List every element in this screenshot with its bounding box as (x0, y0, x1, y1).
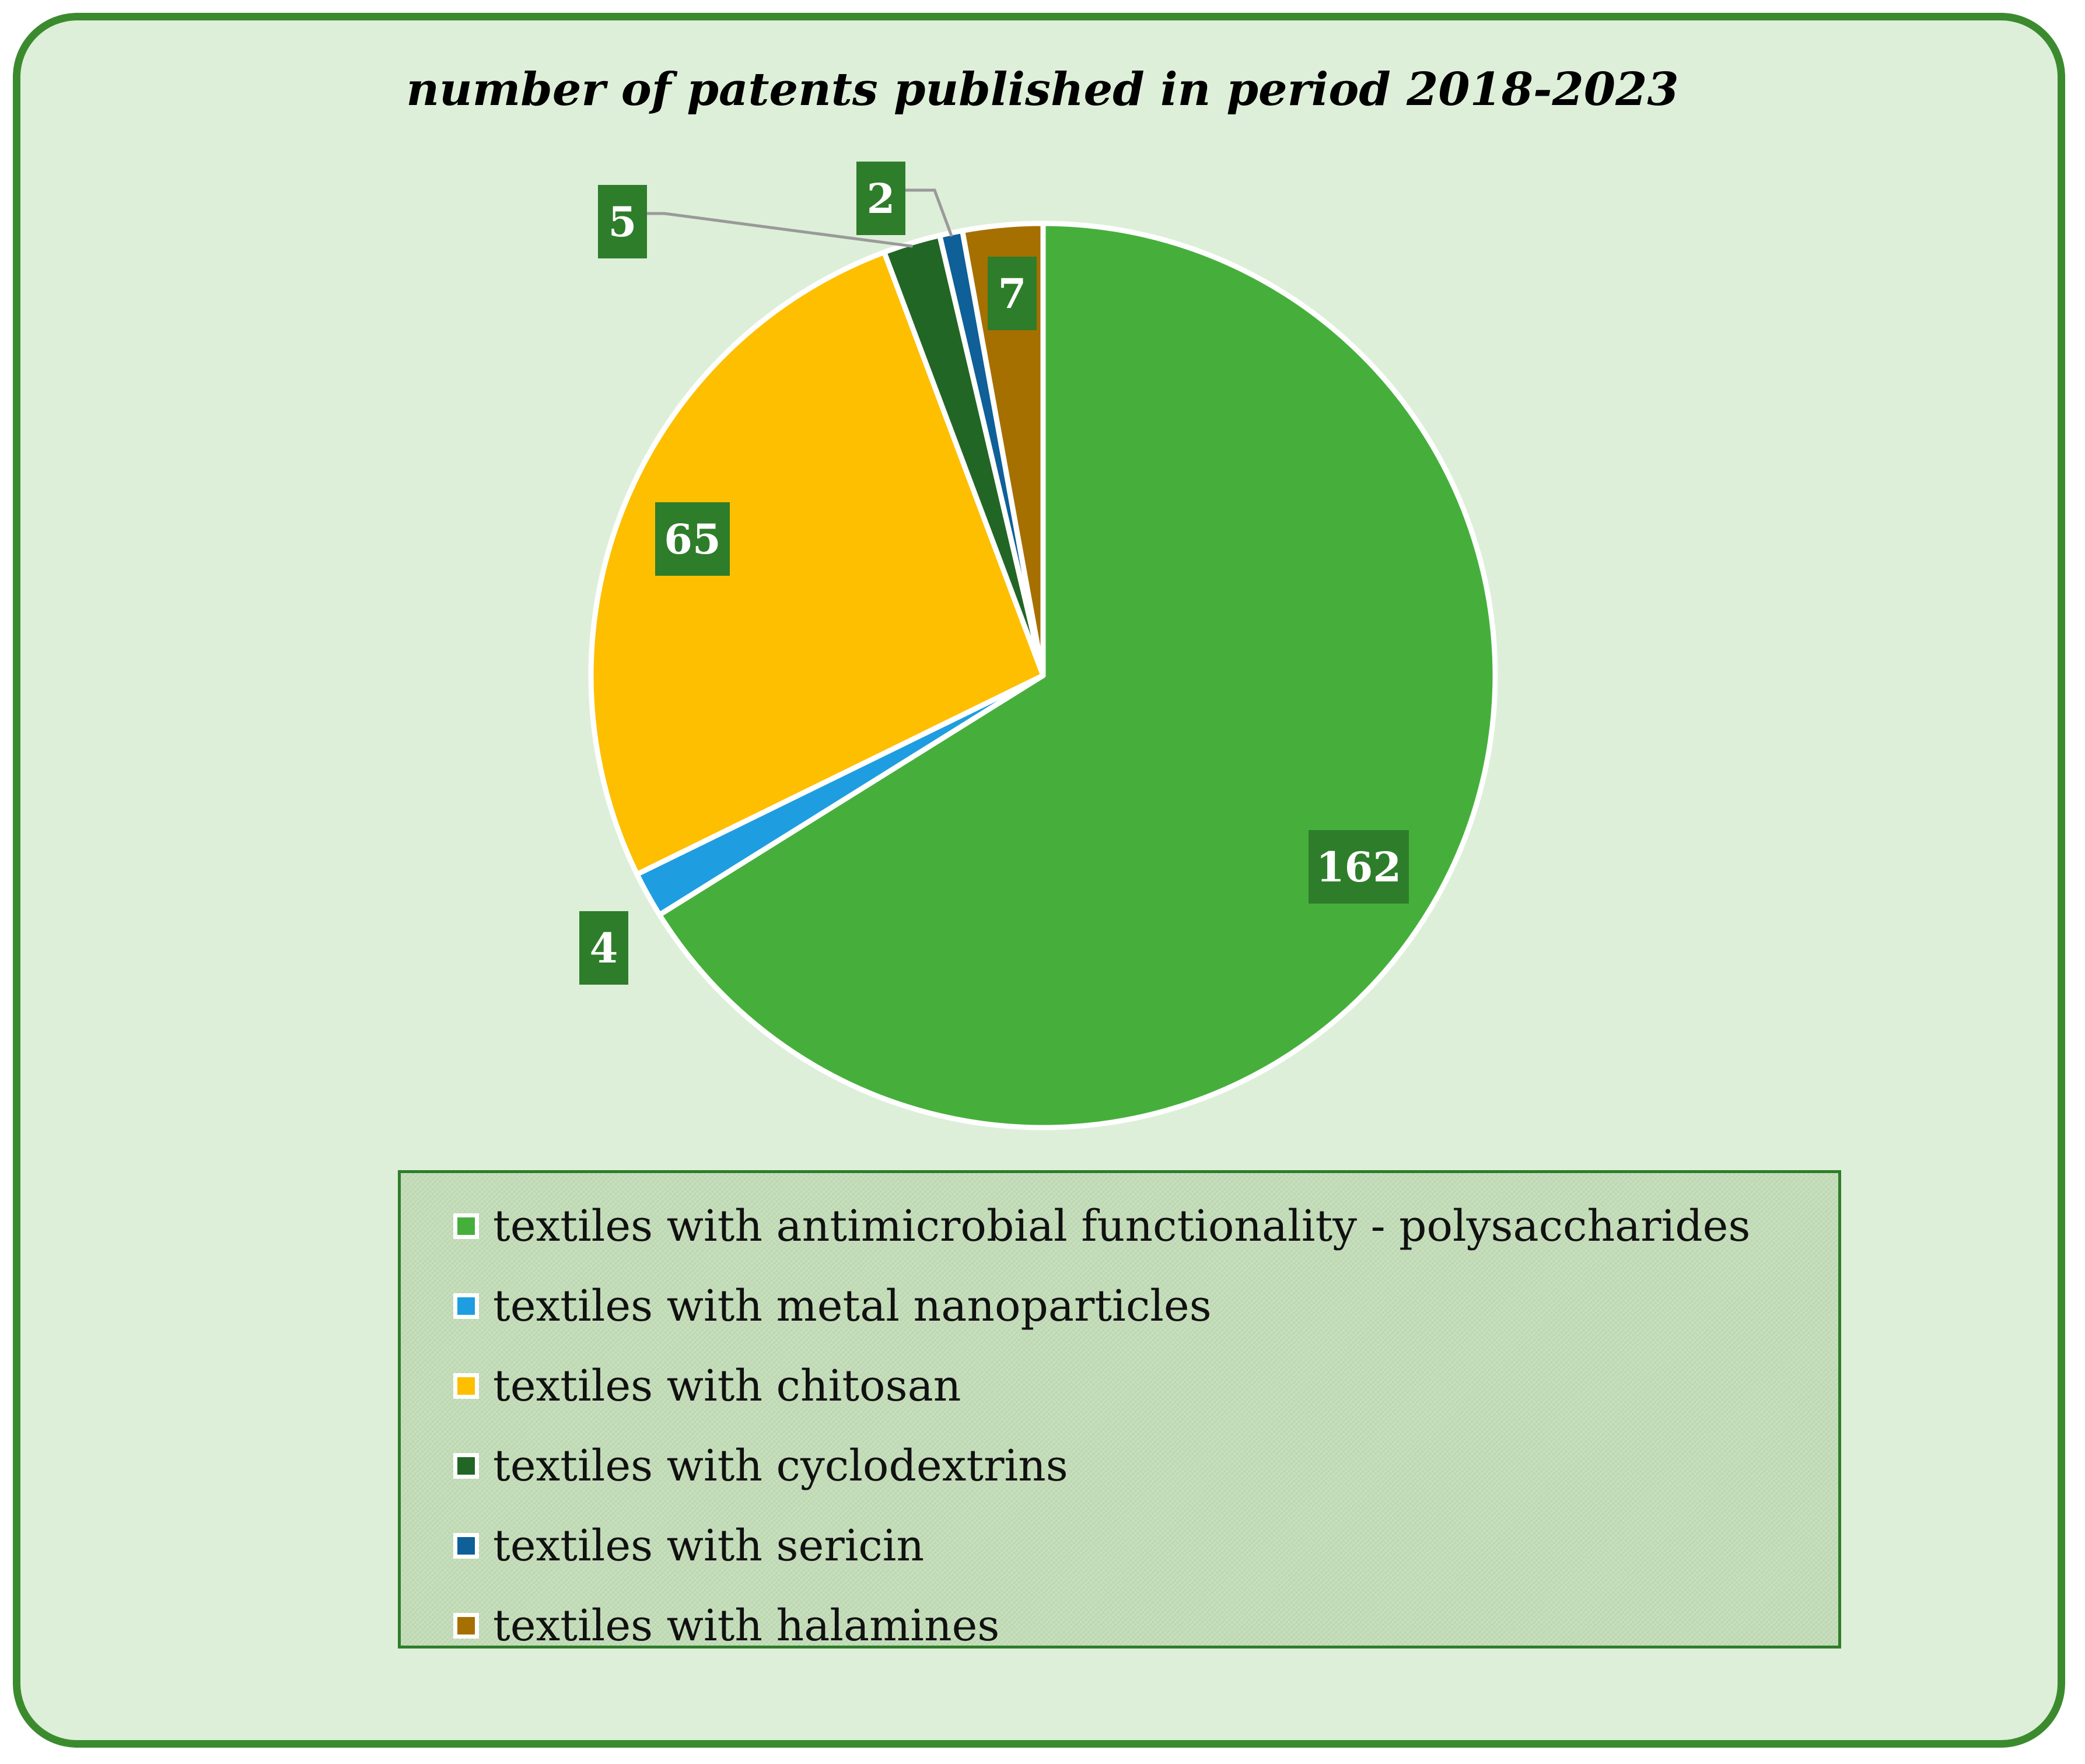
legend-label: textiles with chitosan (493, 1360, 961, 1411)
legend-label: textiles with metal nanoparticles (493, 1280, 1212, 1331)
pie-slice-chitosan (588, 249, 1046, 877)
legend-item: textiles with cyclodextrins (401, 1426, 1838, 1506)
legend-swatch (453, 1452, 479, 1479)
data-label: 162 (1316, 843, 1401, 891)
legend-swatch (453, 1293, 479, 1319)
chart-title: number of patents published in period 20… (406, 63, 1679, 116)
pie-slice-antimicrobial-functionality-polysaccharides (656, 220, 1498, 1130)
legend: textiles with antimicrobial functionalit… (398, 1170, 1841, 1651)
data-label: 5 (608, 198, 637, 246)
legend-label: textiles with antimicrobial functionalit… (493, 1200, 1751, 1251)
legend-label: textiles with halamines (493, 1600, 1000, 1651)
legend-item: textiles with metal nanoparticles (401, 1266, 1838, 1346)
leader-lines (647, 188, 953, 248)
legend-swatch (453, 1612, 479, 1639)
pie-slices (588, 220, 1498, 1130)
legend-item: textiles with halamines (401, 1586, 1838, 1665)
data-labels: 162 4 65 5 2 7 (579, 162, 1409, 985)
data-label: 65 (664, 515, 720, 564)
legend-label: textiles with sericin (493, 1520, 925, 1571)
data-label-box (856, 162, 905, 235)
legend-swatch (453, 1373, 479, 1399)
pie-slice-halamines (960, 220, 1046, 678)
leader-line (647, 212, 913, 248)
data-label-box (598, 185, 647, 258)
legend-swatch (453, 1532, 479, 1559)
leader-line (905, 188, 953, 237)
data-label-box (988, 257, 1037, 330)
legend-item: textiles with antimicrobial functionalit… (401, 1186, 1838, 1266)
legend-item: textiles with chitosan (401, 1346, 1838, 1426)
data-label-box (1309, 830, 1409, 904)
data-label-box (655, 502, 730, 576)
data-label: 2 (867, 174, 895, 223)
legend-label: textiles with cyclodextrins (493, 1440, 1068, 1491)
data-label-box (579, 911, 628, 985)
legend-item: textiles with sericin (401, 1506, 1838, 1586)
data-label: 4 (590, 924, 618, 972)
data-label: 7 (998, 270, 1027, 318)
legend-swatch (453, 1213, 479, 1239)
